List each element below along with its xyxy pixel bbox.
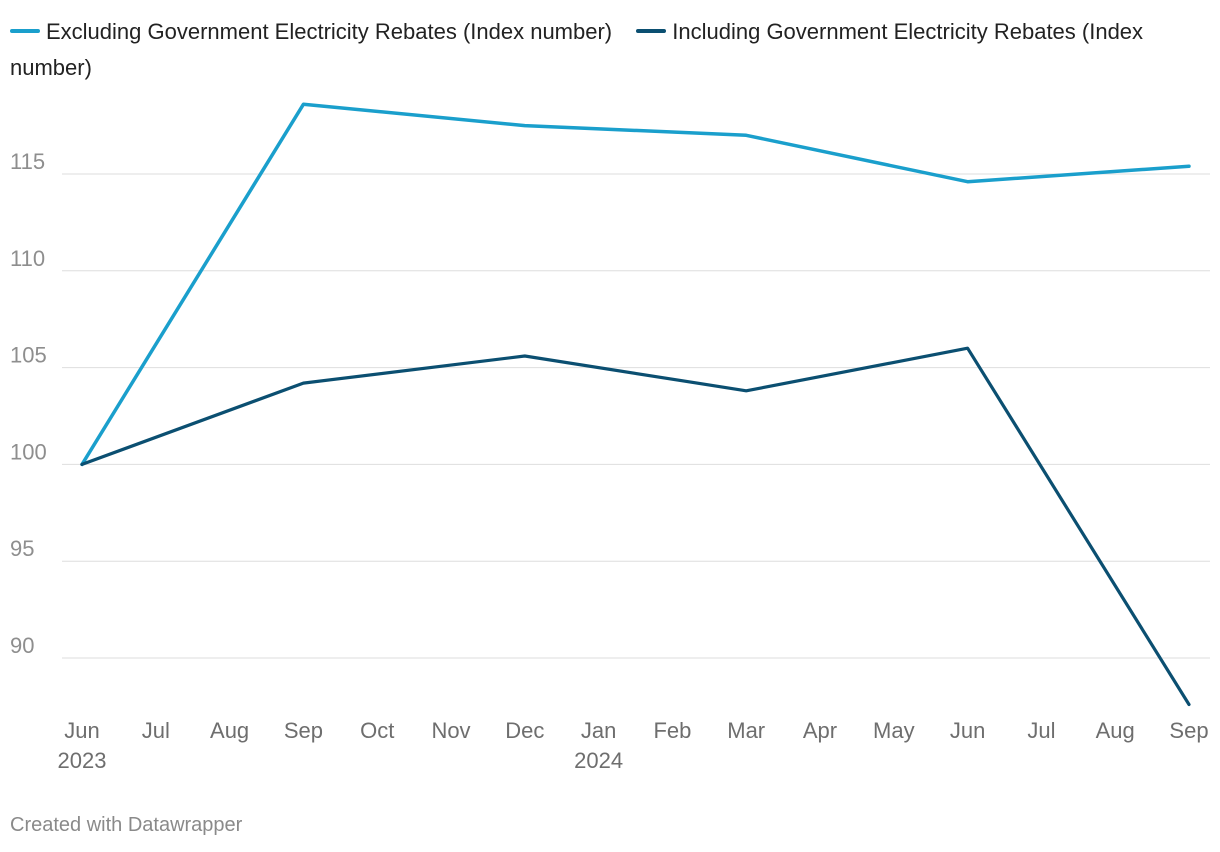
- y-tick-label-100: 100: [10, 439, 47, 464]
- x-tick-label-11: May: [873, 718, 915, 743]
- x-tick-label-12: Jun: [950, 718, 985, 743]
- y-tick-label-95: 95: [10, 536, 34, 561]
- x-tick-label-14: Aug: [1096, 718, 1135, 743]
- legend-item-including: Including Government Electricity Rebates…: [10, 19, 1143, 80]
- x-year-label-2024: 2024: [574, 748, 623, 773]
- series-line-1: [80, 346, 1191, 707]
- y-tick-label-90: 90: [10, 633, 34, 658]
- x-tick-label-8: Feb: [653, 718, 691, 743]
- legend-label-excluding: Excluding Government Electricity Rebates…: [46, 19, 613, 44]
- x-tick-label-7: Jan: [581, 718, 616, 743]
- series-line-0: [80, 102, 1191, 467]
- x-tick-label-10: Apr: [803, 718, 837, 743]
- legend-label-including: Including Government Electricity Rebates…: [10, 19, 1144, 80]
- x-tick-label-6: Dec: [505, 718, 544, 743]
- legend-swatch-excluding: [10, 29, 40, 34]
- x-tick-label-4: Oct: [360, 718, 394, 743]
- x-tick-label-13: Jul: [1027, 718, 1055, 743]
- x-tick-label-9: Mar: [727, 718, 765, 743]
- x-tick-label-5: Nov: [431, 718, 470, 743]
- footer-credit: Created with Datawrapper: [10, 814, 243, 836]
- y-tick-label-110: 110: [10, 246, 45, 271]
- legend-swatch-including: [636, 29, 667, 34]
- x-year-label-2023: 2023: [58, 748, 107, 773]
- x-tick-label-3: Sep: [284, 718, 323, 743]
- y-tick-label-115: 115: [10, 149, 45, 174]
- y-tick-label-105: 105: [10, 343, 47, 368]
- x-tick-label-2: Aug: [210, 718, 249, 743]
- x-tick-label-15: Sep: [1169, 718, 1208, 743]
- x-tick-label-1: Jul: [142, 718, 170, 743]
- legend-item-excluding: Excluding Government Electricity Rebates…: [10, 19, 612, 44]
- x-tick-label-0: Jun: [64, 718, 99, 743]
- legend: Excluding Government Electricity Rebates…: [10, 14, 1210, 86]
